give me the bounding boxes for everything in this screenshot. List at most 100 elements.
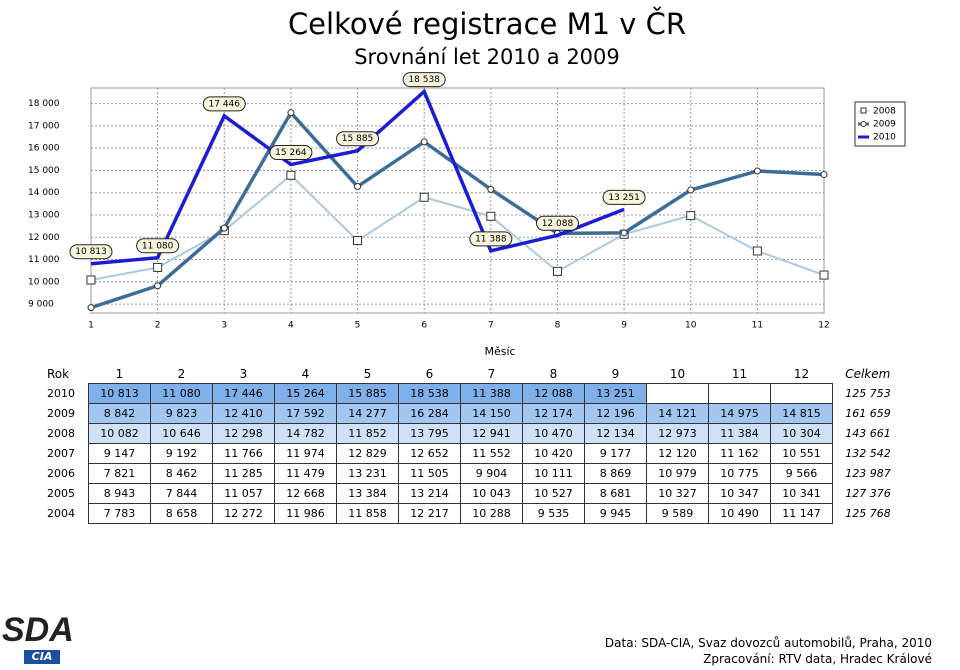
y-tick-label: 9 000 (28, 300, 54, 310)
header-cell: 10 (669, 366, 686, 381)
table-cell: 11 147 (770, 503, 833, 524)
table-cell: 125 768 (845, 507, 891, 520)
table-cell: 10 775 (708, 463, 771, 484)
chart-subtitle: Srovnání let 2010 a 2009 (354, 45, 620, 69)
table-cell (708, 383, 771, 404)
table-cell: 16 284 (398, 403, 461, 424)
table-row: 2004 7 783 8 658 12 272 11 986 11 858 12 217 10… (47, 503, 903, 524)
header-cell: 5 (363, 366, 372, 381)
legend-label: 2010 (873, 133, 896, 143)
table-header: Rok 1 2 3 4 5 6 7 8 9 10 11 12 Celkem (47, 364, 903, 384)
marker (552, 266, 562, 276)
x-tick-label: 10 (685, 321, 697, 331)
table-cell: 123 987 (845, 467, 891, 480)
x-tick-label: 12 (818, 321, 829, 331)
data-label-box (602, 189, 646, 205)
marker (819, 270, 829, 280)
table-cell: 11 858 (336, 503, 399, 524)
marker (287, 109, 295, 117)
x-tick-label: 11 (752, 321, 763, 331)
marker (154, 282, 162, 290)
table-cell: 15 264 (274, 383, 337, 404)
x-tick-label: 8 (555, 321, 561, 331)
data-table: Rok 1 2 3 4 5 6 7 8 9 10 11 12 Celkem 2010 10 813 11 080… (47, 364, 903, 524)
data-label: 18 538 (408, 75, 440, 85)
x-tick-label: 9 (621, 321, 627, 331)
header-cell: 6 (425, 366, 434, 381)
table-cell: 13 795 (398, 423, 461, 444)
table-cell: 11 986 (274, 503, 337, 524)
table-cell: 12 272 (212, 503, 275, 524)
table-cell: 10 551 (770, 443, 833, 464)
x-tick-label: 2 (155, 321, 161, 331)
chart: Celkové registrace M1 v ČR Srovnání let … (28, 7, 906, 358)
table-cell: 15 885 (336, 383, 399, 404)
marker (354, 183, 362, 191)
marker (286, 170, 296, 180)
table-row: 2009 8 842 9 823 12 410 17 592 14 277 16 284 14… (47, 403, 903, 424)
table-cell: 12 088 (522, 383, 585, 404)
data-label: 15 264 (275, 148, 307, 158)
data-label-box (336, 131, 380, 147)
x-tick-label: 6 (421, 321, 427, 331)
x-axis-label: Měsíc (484, 345, 515, 358)
table-cell: 8 462 (150, 463, 213, 484)
table-cell: 9 823 (150, 403, 213, 424)
table-cell: 10 111 (522, 463, 585, 484)
table-cell (770, 383, 833, 404)
logo-sub: CIA (32, 650, 53, 663)
table-cell: 143 661 (845, 427, 891, 440)
table-cell: 12 668 (274, 483, 337, 504)
x-tick-label: 4 (288, 321, 294, 331)
data-label-box (469, 231, 513, 247)
table-cell: 9 192 (150, 443, 213, 464)
table-cell: 10 420 (522, 443, 585, 464)
table-cell: 8 842 (88, 403, 151, 424)
table-cell: 9 535 (522, 503, 585, 524)
table-cell: 2005 (47, 487, 75, 500)
table-cell: 11 974 (274, 443, 337, 464)
table-cell: 11 285 (212, 463, 275, 484)
header-cell: 3 (239, 366, 248, 381)
header-cell: 8 (549, 366, 558, 381)
legend-label: 2008 (873, 107, 896, 117)
table-cell: 10 527 (522, 483, 585, 504)
footer-source: Data: SDA-CIA, Svaz dovozců automobilů, … (604, 636, 932, 650)
header-cell: 7 (487, 366, 496, 381)
table-cell: 13 251 (584, 383, 647, 404)
header-cell: Celkem (845, 366, 891, 381)
logo: SDA CIA (2, 611, 74, 664)
table-cell: 12 196 (584, 403, 647, 424)
table-row: 2005 8 943 7 844 11 057 12 668 13 384 13 214 10… (47, 483, 903, 504)
table-cell: 10 341 (770, 483, 833, 504)
table-cell: 11 552 (460, 443, 523, 464)
table-cell: 9 589 (646, 503, 709, 524)
table-row: 2007 9 147 9 192 11 766 11 974 12 829 12 652 11… (47, 443, 903, 464)
header-cell: 11 (731, 366, 748, 381)
table-cell: 8 658 (150, 503, 213, 524)
table-cell: 17 592 (274, 403, 337, 424)
table-row: 2008 10 082 10 646 12 298 14 782 11 852 13 795… (47, 423, 903, 444)
data-label: 10 813 (75, 247, 107, 257)
y-tick-label: 13 000 (28, 210, 60, 220)
header-cell: 9 (611, 366, 620, 381)
table-cell: 7 821 (88, 463, 151, 484)
table-cell: 2010 (47, 387, 75, 400)
table-row: 2010 10 813 11 080 17 446 15 264 15 885 18 538… (47, 383, 903, 404)
chart-title: Celkové registrace M1 v ČR (288, 7, 686, 41)
header-cell: 12 (793, 366, 810, 381)
x-tick-label: 3 (221, 321, 227, 331)
table-cell: 125 753 (845, 387, 891, 400)
table-cell: 2006 (47, 467, 75, 480)
table-cell: 12 174 (522, 403, 585, 424)
table-cell: 9 177 (584, 443, 647, 464)
logo-name: SDA (2, 611, 74, 649)
table-cell: 10 490 (708, 503, 771, 524)
table-cell: 13 384 (336, 483, 399, 504)
table-cell: 9 566 (770, 463, 833, 484)
table-cell: 13 214 (398, 483, 461, 504)
table-cell: 10 979 (646, 463, 709, 484)
data-label-box (136, 238, 180, 254)
table-cell: 14 815 (770, 403, 833, 424)
logo-bar (24, 650, 60, 664)
